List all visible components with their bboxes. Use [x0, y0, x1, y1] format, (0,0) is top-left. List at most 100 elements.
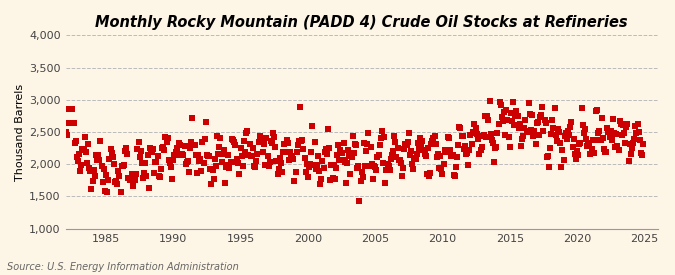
Point — [443, 136, 454, 141]
Point — [171, 145, 182, 150]
Point — [548, 125, 559, 130]
Point — [593, 131, 603, 135]
Point — [335, 148, 346, 152]
Point — [254, 134, 265, 138]
Point — [92, 153, 103, 157]
Point — [269, 134, 279, 139]
Point — [592, 108, 603, 112]
Point — [390, 140, 401, 144]
Point — [77, 147, 88, 151]
Point — [327, 176, 338, 180]
Point — [456, 133, 467, 138]
Point — [407, 162, 418, 167]
Point — [308, 163, 319, 167]
Point — [523, 101, 534, 105]
Point — [341, 181, 352, 185]
Point — [606, 138, 617, 142]
Point — [493, 122, 504, 126]
Point — [122, 152, 133, 156]
Point — [343, 148, 354, 152]
Point — [172, 152, 183, 157]
Point — [260, 163, 271, 167]
Point — [375, 136, 386, 141]
Point — [468, 122, 479, 127]
Point — [474, 152, 485, 156]
Point — [555, 140, 566, 145]
Point — [284, 158, 294, 162]
Point — [198, 161, 209, 166]
Point — [271, 159, 282, 163]
Point — [549, 106, 560, 110]
Point — [610, 144, 620, 149]
Point — [102, 190, 113, 194]
Point — [506, 111, 516, 115]
Point — [429, 134, 440, 138]
Point — [244, 142, 255, 146]
Point — [465, 133, 476, 137]
Point — [520, 117, 531, 122]
Point — [582, 144, 593, 148]
Point — [234, 172, 245, 177]
Point — [270, 145, 281, 149]
Point — [589, 138, 600, 143]
Point — [568, 137, 579, 142]
Point — [146, 148, 157, 152]
Point — [577, 123, 588, 127]
Point — [167, 177, 178, 181]
Point — [467, 130, 478, 134]
Point — [104, 156, 115, 161]
Point — [107, 155, 118, 160]
Point — [586, 147, 597, 152]
Point — [60, 130, 71, 134]
Point — [348, 151, 359, 155]
Point — [360, 164, 371, 168]
Point — [233, 161, 244, 165]
Point — [596, 116, 607, 120]
Point — [205, 166, 216, 171]
Point — [324, 146, 335, 150]
Point — [206, 181, 217, 186]
Point — [123, 176, 134, 180]
Point — [543, 154, 554, 159]
Point — [529, 128, 540, 133]
Point — [411, 152, 422, 156]
Point — [134, 155, 145, 159]
Point — [380, 180, 391, 185]
Point — [409, 156, 420, 160]
Point — [223, 153, 234, 157]
Point — [623, 159, 634, 163]
Point — [345, 172, 356, 176]
Point — [112, 182, 123, 186]
Point — [526, 128, 537, 132]
Point — [369, 164, 379, 169]
Point — [76, 163, 87, 167]
Point — [209, 157, 220, 162]
Point — [546, 132, 557, 136]
Point — [224, 166, 235, 170]
Point — [288, 156, 299, 161]
Point — [361, 149, 372, 154]
Point — [602, 125, 613, 130]
Point — [445, 148, 456, 152]
Point — [351, 143, 362, 147]
Point — [482, 113, 493, 118]
Point — [433, 166, 444, 170]
Point — [537, 104, 547, 109]
Point — [80, 135, 90, 139]
Point — [73, 158, 84, 163]
Point — [72, 155, 82, 160]
Point — [372, 155, 383, 159]
Point — [518, 133, 529, 138]
Point — [92, 157, 103, 162]
Point — [553, 127, 564, 132]
Point — [370, 165, 381, 169]
Point — [88, 167, 99, 172]
Point — [316, 177, 327, 181]
Point — [447, 153, 458, 157]
Point — [554, 130, 564, 134]
Point — [412, 141, 423, 145]
Point — [404, 153, 415, 158]
Point — [99, 167, 109, 171]
Point — [622, 122, 633, 127]
Point — [282, 141, 293, 145]
